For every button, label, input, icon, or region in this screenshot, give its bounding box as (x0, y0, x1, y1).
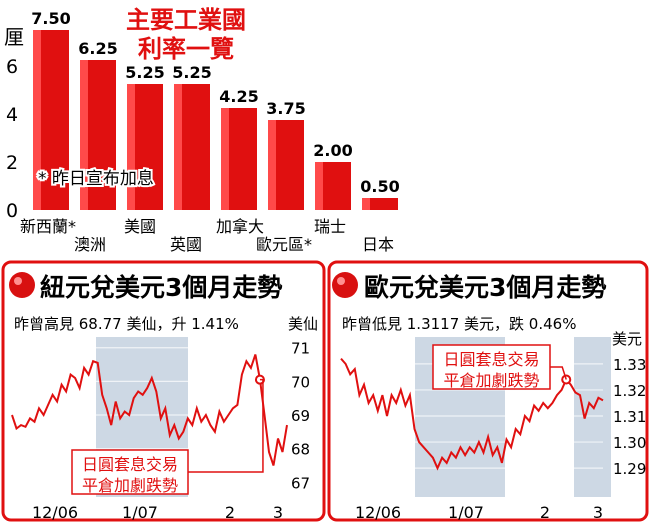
nzd-annotation-leader (188, 378, 264, 473)
eur-panel-title: 歐元兌美元3個月走勢 (364, 273, 606, 302)
bar-highlight-1 (80, 60, 88, 210)
eur-x-tick-0: 12/06 (355, 503, 401, 522)
eur-y-tick-1.31: 1.31 (613, 408, 646, 426)
bar-value-label-0: 7.50 (31, 9, 70, 28)
nzd-annotation-line-1: 平倉加劇跌勢 (82, 476, 178, 495)
nzd-title-bullet-icon (9, 272, 35, 298)
interest-rate-bar-chart: 主要工業國 利率一覽 厘 0 2 4 6 7.50 6.25 5.25 5.25 4.25 3.… (4, 4, 402, 255)
eur-annotation-line-1: 平倉加劇跌勢 (443, 371, 539, 390)
bar-category-label-7: 日本 (362, 235, 394, 254)
bar-category-label-6: 瑞士 (314, 217, 346, 236)
eur-title-bullet-icon (332, 272, 358, 298)
nzd-x-tick-3: 3 (273, 503, 283, 522)
bar-category-label-2: 美國 (124, 217, 156, 236)
eur-y-tick-1.30: 1.30 (613, 434, 646, 452)
eur-annotation-line-0: 日圓套息交易 (443, 350, 539, 369)
eur-shaded-recent (574, 337, 611, 497)
nzd-bullet-highlight (14, 277, 22, 285)
eur-annotation-leader (550, 366, 567, 380)
bar-category-label-4: 加拿大 (216, 217, 264, 236)
bar-highlight-0 (33, 30, 41, 210)
bar-value-label-6: 2.00 (313, 141, 352, 160)
eur-usd-panel: 歐元兌美元3個月走勢 昨曾低見 1.3117 美元，跌 0.46% 美元 1.3… (327, 260, 649, 522)
eur-y-tick-1.29: 1.29 (613, 460, 646, 478)
bar-value-label-4: 4.25 (219, 87, 258, 106)
bar-chart-subtitle: 利率一覽 (138, 35, 234, 63)
bar-value-label-1: 6.25 (78, 39, 117, 58)
eur-annotation-box (432, 344, 551, 390)
nzd-x-tick-2: 2 (225, 503, 235, 522)
bar-value-label-5: 3.75 (266, 99, 305, 118)
bar-footnote: * 昨日宣布加息 (38, 169, 154, 189)
bar-value-label-2: 5.25 (125, 63, 164, 82)
eur-y-tick-1.32: 1.32 (613, 382, 646, 400)
bar-highlight-5 (268, 120, 276, 210)
nzd-y-unit: 美仙 (288, 315, 318, 333)
nzd-x-tick-0: 12/06 (32, 503, 78, 522)
eur-x-tick-3: 3 (593, 503, 603, 522)
bar-category-label-0: 新西蘭* (20, 217, 76, 236)
bar-y-tick-4: 4 (6, 104, 18, 126)
bar-highlight-2 (127, 84, 135, 210)
nzd-y-tick-68: 68 (291, 441, 310, 459)
bar-value-label-3: 5.25 (172, 63, 211, 82)
bar-y-tick-0: 0 (6, 200, 18, 222)
nzd-y-tick-70: 70 (291, 373, 310, 391)
bar-value-label-7: 0.50 (360, 177, 399, 196)
nzd-y-tick-71: 71 (291, 340, 310, 358)
bar-highlight-6 (315, 162, 323, 210)
bar-category-label-5: 歐元區* (256, 235, 312, 254)
nzd-panel-title: 紐元兌美元3個月走勢 (40, 273, 282, 302)
nzd-annotation-box (71, 449, 189, 495)
nzd-x-tick-1: 1/07 (122, 503, 158, 522)
nzd-y-tick-69: 69 (291, 407, 310, 425)
bar-y-axis-label: 厘 (4, 25, 24, 49)
nzd-usd-panel: 紐元兌美元3個月走勢 昨曾高見 68.77 美仙，升 1.41% 美仙 71 70… (1, 260, 326, 522)
bar-y-tick-2: 2 (6, 152, 18, 174)
nzd-y-tick-67: 67 (291, 474, 310, 492)
eur-x-tick-2: 2 (540, 503, 550, 522)
eur-y-tick-1.33: 1.33 (613, 356, 646, 374)
bar-7 (362, 198, 398, 210)
bar-highlight-3 (174, 84, 182, 210)
eur-x-tick-1: 1/07 (448, 503, 484, 522)
bar-y-tick-6: 6 (6, 56, 18, 78)
bar-category-label-1: 澳洲 (74, 235, 106, 254)
eur-info-text: 昨曾低見 1.3117 美元，跌 0.46% (342, 315, 576, 333)
eur-price-line (340, 357, 604, 471)
bar-highlight-7 (362, 198, 370, 210)
nzd-annotation-line-0: 日圓套息交易 (82, 455, 178, 474)
bar-category-label-3: 英國 (170, 235, 202, 254)
bar-chart-title: 主要工業國 (126, 6, 246, 34)
nzd-info-text: 昨曾高見 68.77 美仙，升 1.41% (14, 315, 239, 333)
bar-highlight-4 (221, 108, 229, 210)
nzd-price-line (11, 354, 288, 466)
eur-y-unit: 美元 (612, 330, 642, 348)
eur-bullet-highlight (337, 277, 345, 285)
